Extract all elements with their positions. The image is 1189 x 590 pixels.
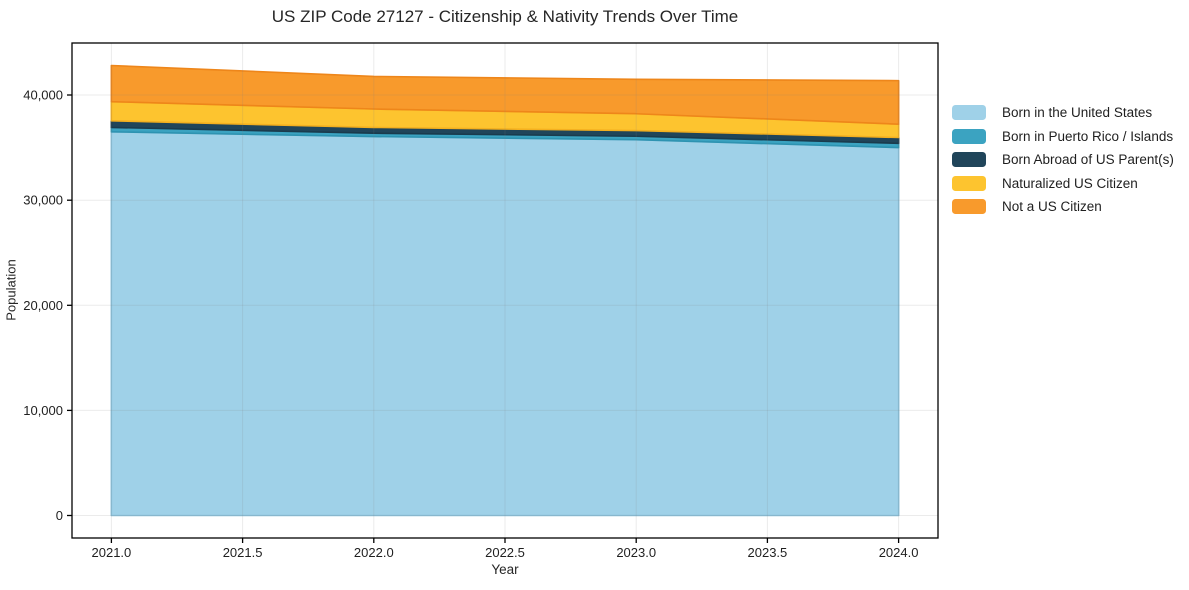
x-axis-label: Year: [491, 562, 519, 577]
legend-swatch-born-in-us: [952, 105, 986, 121]
x-tick-label: 2021.0: [92, 545, 132, 560]
y-tick-label: 20,000: [23, 298, 63, 313]
x-tick-label: 2022.0: [354, 545, 394, 560]
x-tick-label: 2022.5: [485, 545, 525, 560]
y-tick-label: 40,000: [23, 88, 63, 103]
y-tick-label: 30,000: [23, 193, 63, 208]
legend-label: Not a US Citizen: [1002, 199, 1102, 215]
legend-label: Born in Puerto Rico / Islands: [1002, 128, 1174, 144]
x-tick-label: 2021.5: [223, 545, 263, 560]
legend-item-puerto-rico-islands: Born in Puerto Rico / Islands: [952, 125, 1174, 149]
legend-label: Born Abroad of US Parent(s): [1002, 152, 1174, 168]
y-tick-label: 10,000: [23, 403, 63, 418]
legend-swatch-born-abroad: [952, 152, 986, 168]
legend-label: Born in the United States: [1002, 105, 1153, 121]
x-tick-label: 2024.0: [879, 545, 919, 560]
legend-item-not-citizen: Not a US Citizen: [952, 195, 1174, 219]
legend-item-naturalized: Naturalized US Citizen: [952, 172, 1174, 196]
legend: Born in the United States Born in Puerto…: [952, 101, 1174, 219]
legend-swatch-puerto-rico-islands: [952, 128, 986, 144]
x-tick-label: 2023.0: [616, 545, 656, 560]
y-tick-label: 0: [56, 508, 63, 523]
legend-item-born-abroad: Born Abroad of US Parent(s): [952, 148, 1174, 172]
legend-swatch-not-citizen: [952, 199, 986, 215]
legend-item-born-in-us: Born in the United States: [952, 101, 1174, 125]
legend-swatch-naturalized: [952, 175, 986, 191]
legend-label: Naturalized US Citizen: [1002, 175, 1138, 191]
area-not-a-us-citizen: [110, 64, 900, 125]
chart-title: US ZIP Code 27127 - Citizenship & Nativi…: [271, 7, 739, 26]
x-tick-label: 2023.5: [748, 545, 788, 560]
